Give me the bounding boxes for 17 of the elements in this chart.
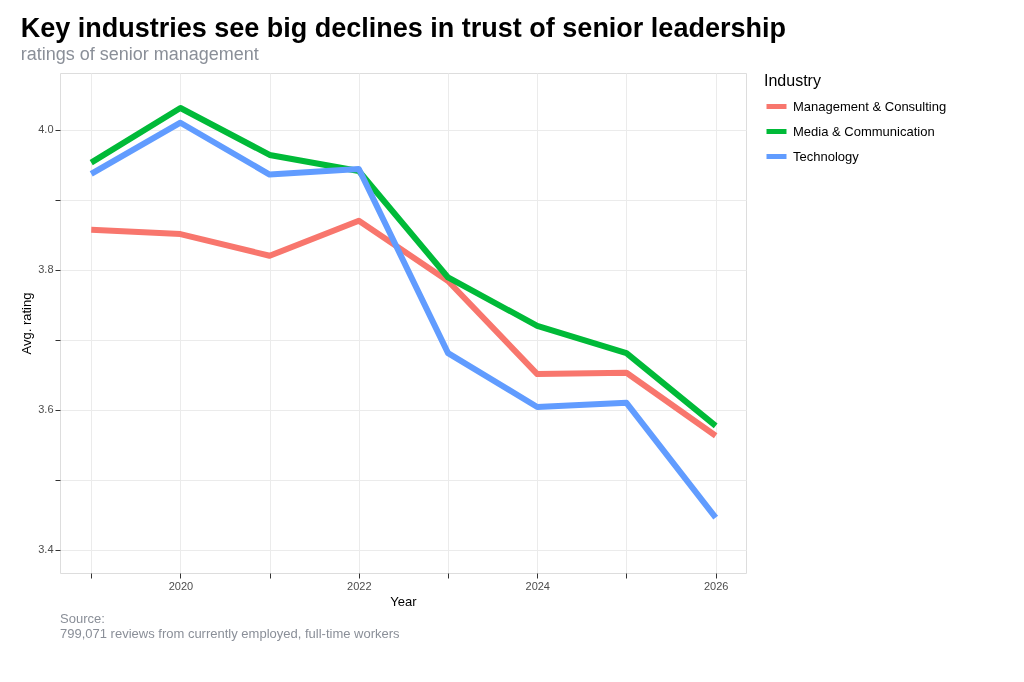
legend-label: Management & Consulting [793,98,947,114]
y-tick-label: 4.0 [38,123,54,136]
y-tick-label: 3.8 [38,263,54,276]
y-tick-label: 3.6 [38,403,54,416]
y-axis-title: Avg. rating [19,292,35,355]
legend-title: Industry [764,72,821,89]
x-axis-title: Year [390,593,418,609]
legend-label: Technology [793,148,860,164]
source-note: Source: 799,071 reviews from currently employed, full-time workers [60,611,401,641]
y-tick-label: 3.4 [38,543,54,556]
x-tick-label: 2024 [525,579,550,592]
chart-title: Key industries see big declines in trust of senior leadership [20,13,786,43]
x-tick-label: 2020 [168,579,194,592]
x-tick-label: 2022 [347,579,372,592]
legend-label: Media & Communication [793,123,935,139]
chart-subtitle: ratings of senior management [20,44,259,64]
x-tick-label: 2026 [703,579,729,592]
